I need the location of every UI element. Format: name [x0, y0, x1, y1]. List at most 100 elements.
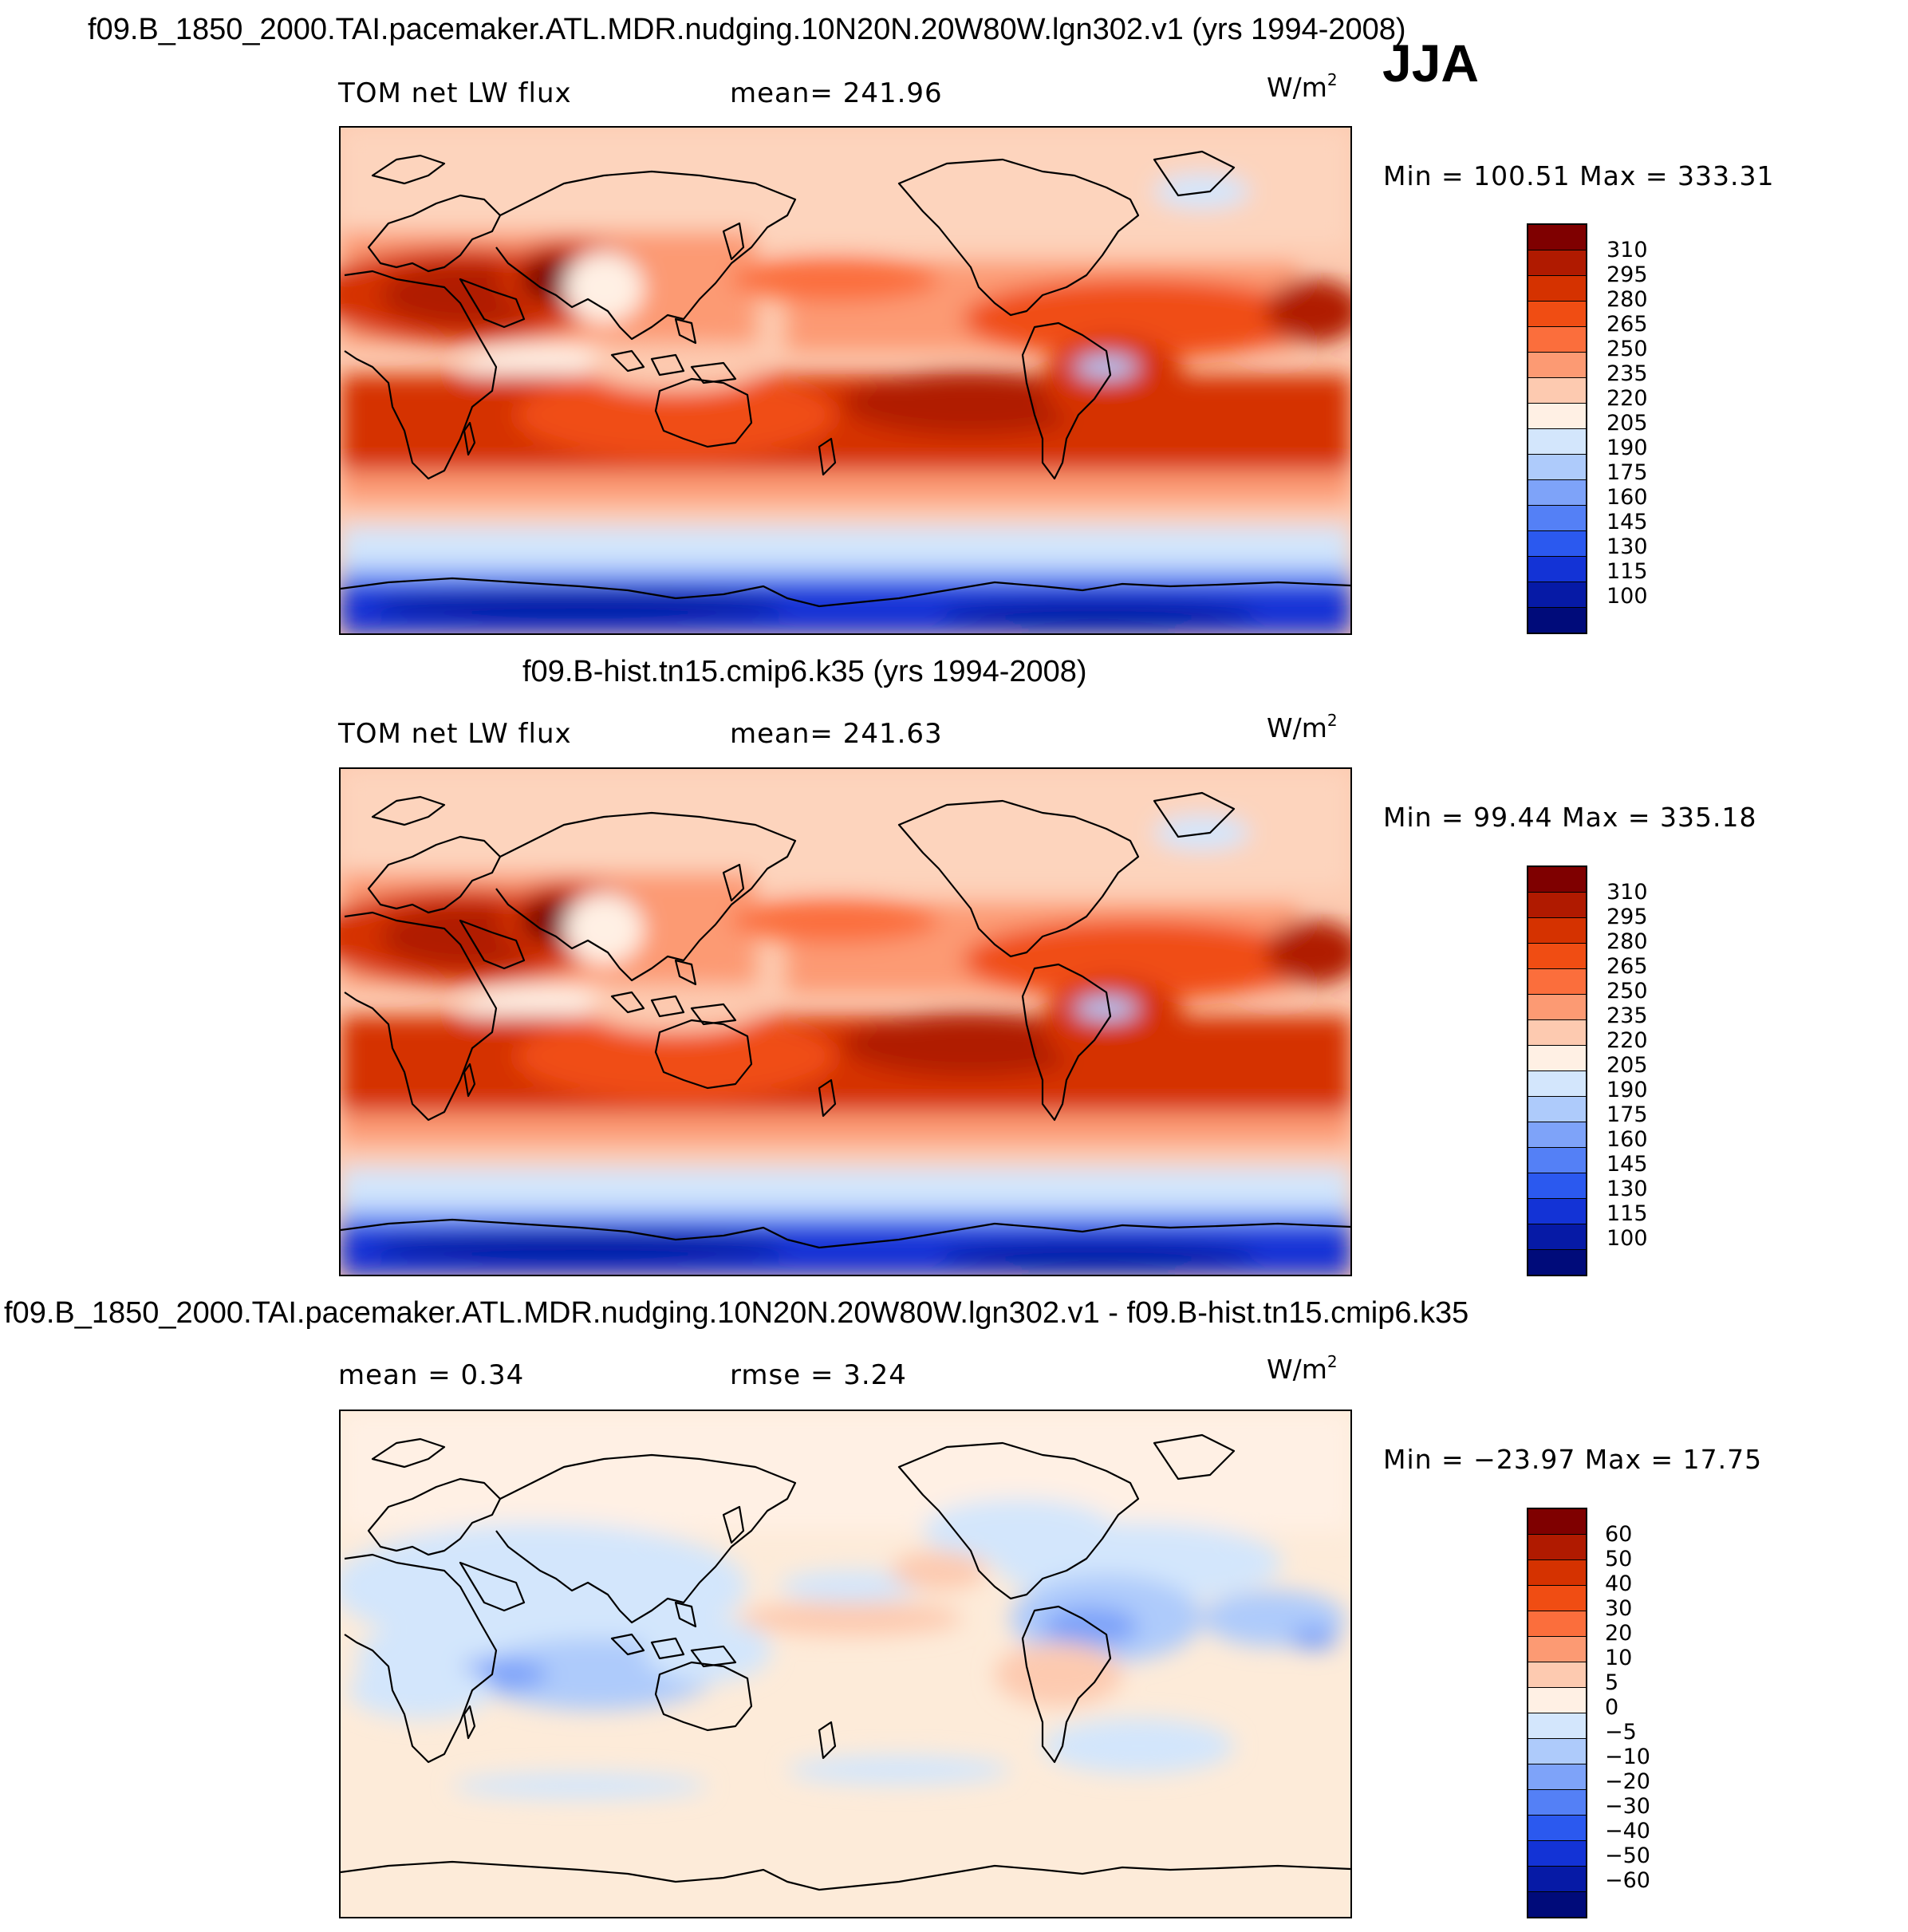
colorbar-swatch — [1528, 1790, 1586, 1816]
colorbar-swatch — [1528, 506, 1586, 531]
colorbar-tick-label: 205 — [1606, 1053, 1648, 1078]
season-label: JJA — [1382, 34, 1480, 93]
panel1-variable-label: TOM net LW flux — [338, 77, 572, 109]
colorbar-tick-label: 175 — [1606, 1102, 1648, 1127]
colorbar-swatch — [1528, 995, 1586, 1020]
colorbar-swatch — [1528, 1713, 1586, 1739]
colorbar-swatch — [1528, 1509, 1586, 1535]
colorbar-tick-label: −60 — [1605, 1868, 1650, 1893]
colorbar-swatch — [1528, 327, 1586, 353]
colorbar-tick-label: 100 — [1606, 584, 1648, 609]
colorbar-swatch — [1528, 1535, 1586, 1560]
colorbar-tick-label: −10 — [1605, 1745, 1650, 1769]
colorbar-swatch — [1528, 1688, 1586, 1713]
colorbar-swatch — [1528, 1071, 1586, 1097]
colorbar-swatch — [1528, 250, 1586, 276]
colorbar-tick-label: 250 — [1606, 979, 1648, 1003]
colorbar-swatch — [1528, 1173, 1586, 1199]
colorbar-tick-label: 160 — [1606, 1127, 1648, 1152]
panel1-minmax: Min = 100.51 Max = 333.31 — [1383, 160, 1775, 191]
colorbar-swatch — [1528, 1764, 1586, 1790]
panel2-variable-label: TOM net LW flux — [338, 718, 572, 750]
colorbar-swatch — [1528, 1637, 1586, 1662]
colorbar-swatch — [1528, 1662, 1586, 1688]
colorbar-swatch — [1528, 608, 1586, 633]
panel2-mean-label: mean= 241.63 — [730, 718, 943, 750]
colorbar-swatch — [1528, 1739, 1586, 1764]
colorbar-swatch — [1528, 531, 1586, 557]
panel3-mean-label: mean = 0.34 — [338, 1359, 525, 1391]
colorbar-tick-label: 220 — [1606, 1028, 1648, 1053]
colorbar-swatch — [1528, 1560, 1586, 1586]
colorbar-swatch — [1528, 1046, 1586, 1071]
colorbar-swatch — [1528, 1611, 1586, 1637]
panel1-units: W/m2 — [1267, 70, 1338, 103]
panel2-colorbar — [1527, 865, 1587, 1276]
panel2-map — [339, 767, 1352, 1276]
colorbar-tick-label: 220 — [1606, 386, 1648, 411]
panel1-mean-label: mean= 241.96 — [730, 77, 943, 109]
panel2-units: W/m2 — [1267, 711, 1338, 743]
colorbar-swatch — [1528, 1097, 1586, 1122]
colorbar-tick-label: 265 — [1606, 312, 1648, 337]
colorbar-swatch — [1528, 918, 1586, 944]
colorbar-tick-label: −30 — [1605, 1794, 1650, 1819]
colorbar-tick-label: 30 — [1605, 1596, 1633, 1621]
colorbar-swatch — [1528, 1224, 1586, 1250]
colorbar-swatch — [1528, 944, 1586, 969]
panel1-map — [339, 126, 1352, 635]
colorbar-swatch — [1528, 1586, 1586, 1611]
colorbar-tick-label: 310 — [1606, 238, 1648, 262]
colorbar-swatch — [1528, 404, 1586, 429]
colorbar-swatch — [1528, 378, 1586, 404]
colorbar-swatch — [1528, 480, 1586, 506]
colorbar-tick-label: 20 — [1605, 1621, 1633, 1646]
colorbar-swatch — [1528, 582, 1586, 608]
panel3-minmax: Min = −23.97 Max = 17.75 — [1383, 1444, 1763, 1475]
colorbar-tick-label: −5 — [1605, 1720, 1637, 1745]
colorbar-swatch — [1528, 302, 1586, 327]
colorbar-swatch — [1528, 1250, 1586, 1275]
colorbar-tick-label: 190 — [1606, 436, 1648, 460]
colorbar-swatch — [1528, 893, 1586, 918]
panel3-colorbar — [1527, 1508, 1587, 1918]
colorbar-tick-label: 235 — [1606, 1003, 1648, 1028]
colorbar-tick-label: 175 — [1606, 460, 1648, 485]
panel3-title: f09.B_1850_2000.TAI.pacemaker.ATL.MDR.nu… — [4, 1296, 1469, 1330]
colorbar-swatch — [1528, 1816, 1586, 1841]
colorbar-tick-label: 130 — [1606, 1177, 1648, 1201]
colorbar-tick-label: 265 — [1606, 954, 1648, 979]
colorbar-tick-label: 310 — [1606, 880, 1648, 905]
colorbar-tick-label: 160 — [1606, 485, 1648, 510]
colorbar-tick-label: 0 — [1605, 1695, 1619, 1720]
colorbar-swatch — [1528, 225, 1586, 250]
colorbar-tick-label: 190 — [1606, 1078, 1648, 1102]
colorbar-tick-label: 115 — [1606, 1201, 1648, 1226]
colorbar-swatch — [1528, 1841, 1586, 1867]
colorbar-swatch — [1528, 276, 1586, 302]
colorbar-tick-label: 235 — [1606, 361, 1648, 386]
colorbar-swatch — [1528, 969, 1586, 995]
colorbar-tick-label: 280 — [1606, 929, 1648, 954]
colorbar-swatch — [1528, 1199, 1586, 1224]
colorbar-tick-label: 100 — [1606, 1226, 1648, 1251]
colorbar-tick-label: 130 — [1606, 534, 1648, 559]
colorbar-swatch — [1528, 1020, 1586, 1046]
colorbar-swatch — [1528, 557, 1586, 582]
colorbar-swatch — [1528, 867, 1586, 893]
colorbar-tick-label: 145 — [1606, 1152, 1648, 1177]
colorbar-tick-label: 60 — [1605, 1522, 1633, 1547]
colorbar-tick-label: 205 — [1606, 411, 1648, 436]
colorbar-tick-label: 10 — [1605, 1646, 1633, 1670]
colorbar-tick-label: 250 — [1606, 337, 1648, 361]
colorbar-tick-label: 295 — [1606, 905, 1648, 929]
colorbar-swatch — [1528, 1122, 1586, 1148]
colorbar-tick-label: −40 — [1605, 1819, 1650, 1843]
colorbar-tick-label: −50 — [1605, 1843, 1650, 1868]
panel2-title: f09.B-hist.tn15.cmip6.k35 (yrs 1994-2008… — [522, 655, 1087, 688]
colorbar-tick-label: 115 — [1606, 559, 1648, 584]
colorbar-tick-label: −20 — [1605, 1769, 1650, 1794]
panel1-title: f09.B_1850_2000.TAI.pacemaker.ATL.MDR.nu… — [88, 13, 1406, 46]
colorbar-swatch — [1528, 1867, 1586, 1892]
colorbar-tick-label: 40 — [1605, 1571, 1633, 1596]
